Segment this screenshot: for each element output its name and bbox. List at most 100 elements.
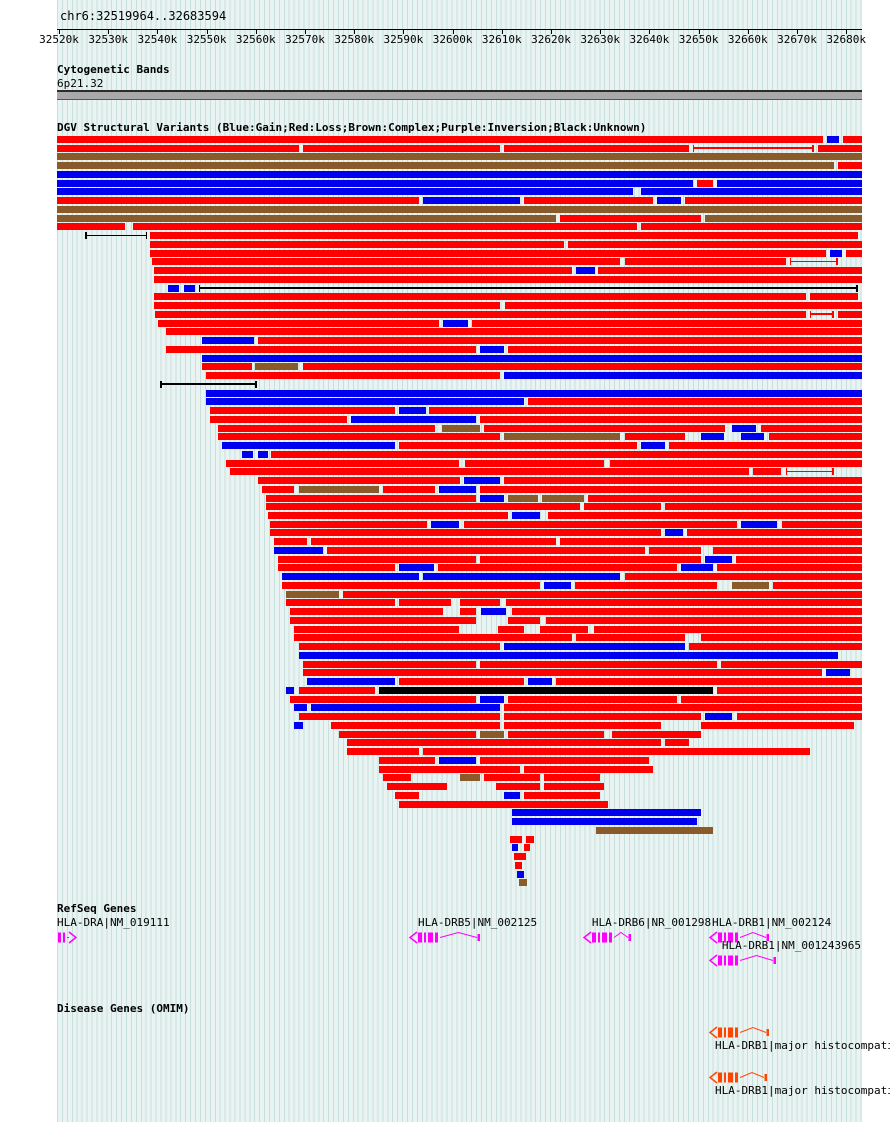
variant-bar[interactable]: [517, 870, 524, 878]
variant-bar[interactable]: [717, 686, 862, 694]
variant-bar[interactable]: [576, 267, 595, 275]
variant-bar[interactable]: [271, 450, 862, 458]
variant-bar[interactable]: [149, 232, 858, 240]
variant-bar[interactable]: [741, 520, 778, 528]
variant-bar[interactable]: [201, 363, 252, 371]
variant-bar[interactable]: [568, 240, 862, 248]
variant-bar[interactable]: [258, 477, 460, 485]
variant-bar[interactable]: [57, 188, 633, 196]
variant-bar[interactable]: [525, 835, 534, 843]
variant-bar[interactable]: [270, 529, 661, 537]
variant-bar[interactable]: [57, 170, 862, 178]
variant-bar[interactable]: [463, 477, 500, 485]
variant-bar[interactable]: [290, 608, 444, 616]
variant-bar[interactable]: [298, 651, 838, 659]
variant-bar[interactable]: [294, 634, 573, 642]
variant-bar[interactable]: [258, 337, 862, 345]
variant-bar[interactable]: [294, 625, 460, 633]
variant-bar[interactable]: [781, 520, 862, 528]
variant-bar[interactable]: [278, 555, 476, 563]
variant-bar[interactable]: [399, 407, 426, 415]
variant-bar[interactable]: [542, 494, 585, 502]
variant-bar[interactable]: [483, 424, 726, 432]
variant-bar[interactable]: [459, 774, 480, 782]
variant-bar[interactable]: [379, 756, 436, 764]
variant-bar[interactable]: [544, 581, 571, 589]
variant-bar[interactable]: [721, 660, 862, 668]
variant-bar[interactable]: [294, 704, 307, 712]
variant-bar[interactable]: [584, 503, 661, 511]
variant-bar[interactable]: [596, 826, 714, 834]
variant-bar[interactable]: [399, 564, 434, 572]
variant-bar[interactable]: [845, 249, 862, 257]
variant-bar[interactable]: [310, 538, 557, 546]
variant-bar[interactable]: [576, 634, 685, 642]
variant-bar[interactable]: [773, 581, 862, 589]
variant-bar[interactable]: [342, 590, 862, 598]
variant-bar[interactable]: [302, 669, 822, 677]
variant-bar[interactable]: [511, 512, 540, 519]
variant-bar[interactable]: [218, 433, 500, 441]
variant-bar[interactable]: [459, 608, 476, 616]
variant-bar[interactable]: [286, 590, 339, 598]
variant-bar[interactable]: [511, 844, 519, 852]
variant-bar[interactable]: [201, 337, 255, 345]
variant-bar[interactable]: [149, 240, 565, 248]
variant-bar[interactable]: [310, 704, 500, 712]
variant-bar[interactable]: [399, 678, 524, 686]
variant-bar[interactable]: [205, 398, 524, 406]
variant-bar[interactable]: [527, 398, 862, 406]
variant-bar[interactable]: [701, 433, 724, 441]
variant-bar[interactable]: [503, 713, 701, 721]
variant-bar[interactable]: [705, 555, 732, 563]
variant-bar[interactable]: [696, 179, 714, 187]
variant-bar[interactable]: [350, 415, 476, 423]
variant-bar[interactable]: [668, 442, 862, 450]
variant-bar[interactable]: [640, 188, 862, 196]
variant-bar[interactable]: [684, 197, 862, 205]
variant-bar[interactable]: [826, 136, 840, 143]
variant-bar[interactable]: [205, 389, 862, 397]
variant-bar[interactable]: [346, 748, 420, 756]
variant-bar[interactable]: [298, 485, 379, 493]
variant-bar[interactable]: [713, 546, 862, 554]
variant-bar[interactable]: [346, 739, 661, 747]
variant-bar[interactable]: [441, 424, 480, 432]
variant-bar[interactable]: [507, 730, 605, 738]
variant-bar[interactable]: [731, 424, 756, 432]
variant-bar[interactable]: [837, 162, 862, 170]
variant-bar[interactable]: [57, 205, 862, 213]
variant-bar[interactable]: [624, 258, 786, 266]
variant-bar[interactable]: [209, 415, 347, 423]
variant-line[interactable]: [692, 144, 814, 152]
variant-line[interactable]: [809, 310, 834, 318]
variant-bar[interactable]: [503, 372, 862, 380]
variant-bar[interactable]: [399, 800, 609, 808]
variant-bar[interactable]: [503, 477, 862, 485]
variant-bar[interactable]: [226, 459, 460, 467]
variant-bar[interactable]: [809, 293, 858, 301]
variant-line[interactable]: [85, 232, 148, 240]
variant-bar[interactable]: [270, 520, 428, 528]
variant-bar[interactable]: [151, 258, 621, 266]
variant-bar[interactable]: [274, 538, 307, 546]
variant-bar[interactable]: [298, 686, 375, 694]
variant-bar[interactable]: [290, 616, 476, 624]
variant-bar[interactable]: [168, 284, 180, 292]
refseq-gene-glyph[interactable]: [582, 929, 632, 944]
variant-bar[interactable]: [753, 468, 782, 476]
variant-bar[interactable]: [278, 564, 396, 572]
variant-bar[interactable]: [560, 538, 862, 546]
variant-bar[interactable]: [544, 774, 601, 782]
variant-bar[interactable]: [302, 144, 500, 152]
variant-bar[interactable]: [149, 249, 826, 257]
variant-bar[interactable]: [597, 267, 862, 275]
variant-bar[interactable]: [153, 275, 862, 283]
variant-bar[interactable]: [842, 136, 862, 143]
variant-bar[interactable]: [479, 485, 862, 493]
variant-bar[interactable]: [282, 581, 540, 589]
variant-bar[interactable]: [507, 494, 539, 502]
variant-bar[interactable]: [242, 450, 254, 458]
variant-bar[interactable]: [680, 564, 714, 572]
variant-bar[interactable]: [230, 468, 750, 476]
